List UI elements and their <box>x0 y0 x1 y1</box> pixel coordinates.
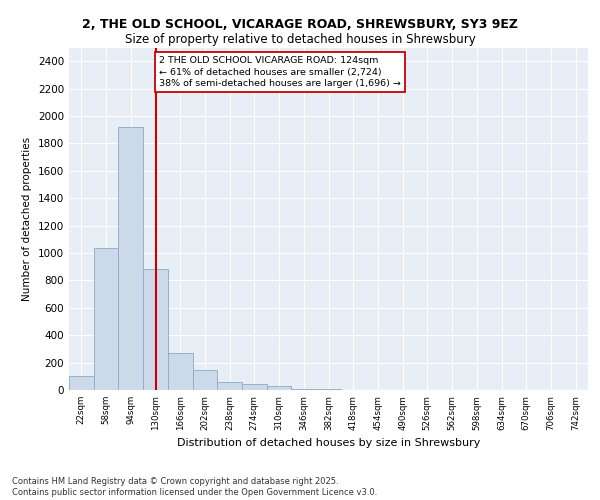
Text: Contains HM Land Registry data © Crown copyright and database right 2025.
Contai: Contains HM Land Registry data © Crown c… <box>12 478 377 497</box>
Bar <box>168 353 193 390</box>
Text: 2 THE OLD SCHOOL VICARAGE ROAD: 124sqm
← 61% of detached houses are smaller (2,7: 2 THE OLD SCHOOL VICARAGE ROAD: 124sqm ←… <box>159 56 401 88</box>
Bar <box>94 248 118 390</box>
Bar <box>292 388 316 390</box>
Bar <box>193 370 217 390</box>
Y-axis label: Number of detached properties: Number of detached properties <box>22 136 32 301</box>
Text: Size of property relative to detached houses in Shrewsbury: Size of property relative to detached ho… <box>125 32 475 46</box>
X-axis label: Distribution of detached houses by size in Shrewsbury: Distribution of detached houses by size … <box>177 438 480 448</box>
Bar <box>267 386 292 390</box>
Text: 2, THE OLD SCHOOL, VICARAGE ROAD, SHREWSBURY, SY3 9EZ: 2, THE OLD SCHOOL, VICARAGE ROAD, SHREWS… <box>82 18 518 30</box>
Bar <box>118 127 143 390</box>
Bar <box>242 384 267 390</box>
Bar <box>69 376 94 390</box>
Bar <box>143 270 168 390</box>
Bar <box>217 382 242 390</box>
